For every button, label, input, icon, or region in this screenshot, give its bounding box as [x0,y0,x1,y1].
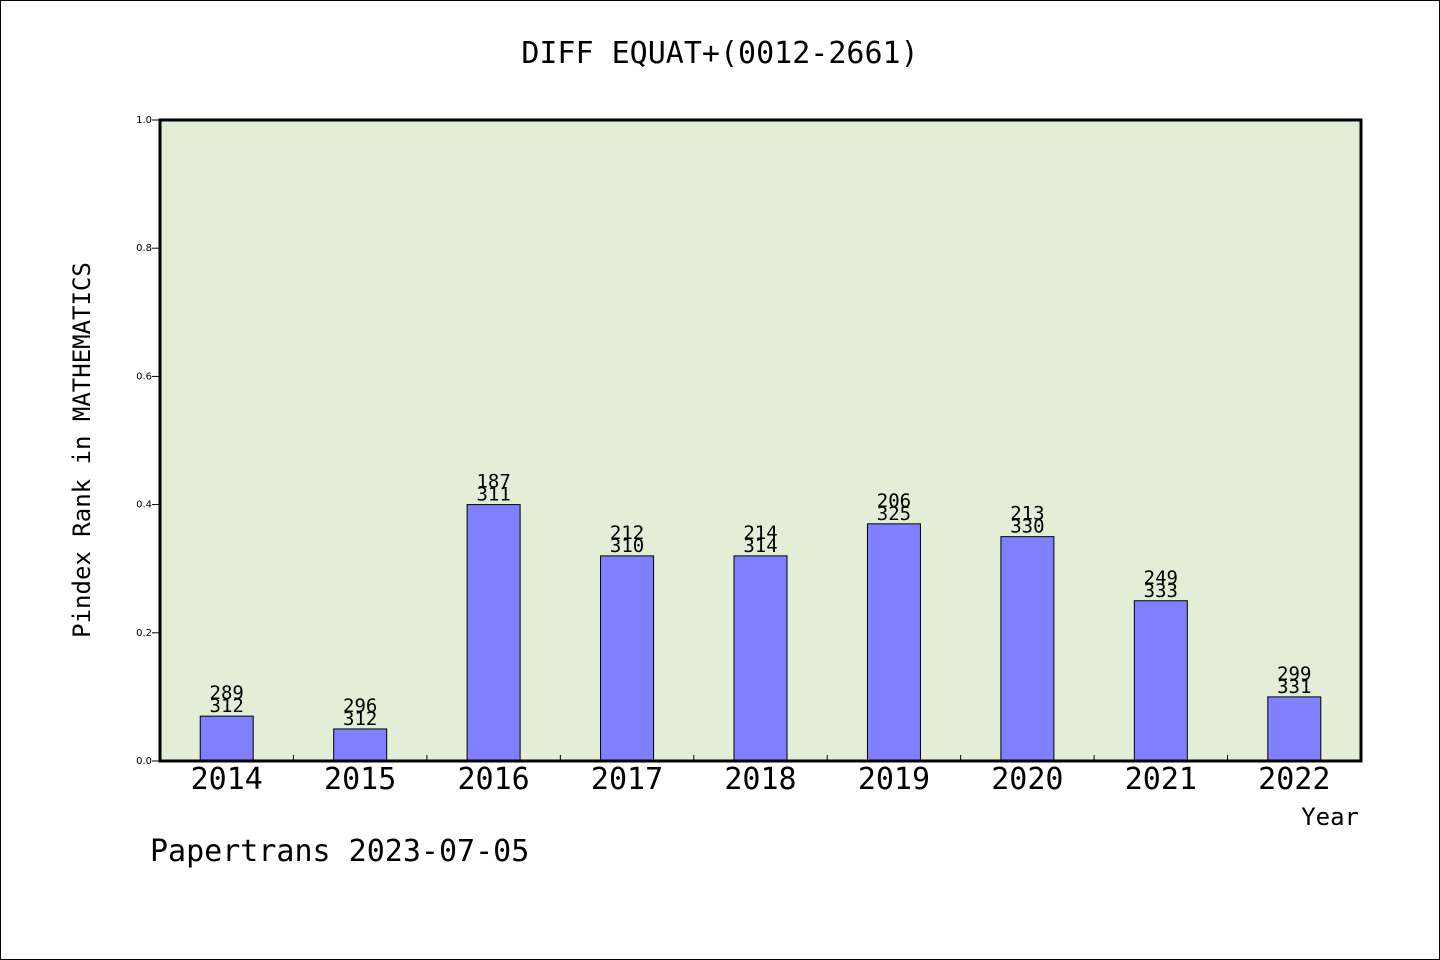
bar [1267,696,1322,762]
data-label-top: 206 [877,490,911,512]
x-tick-label: 2019 [858,762,930,797]
data-label-top: 249 [1144,567,1178,589]
data-label-top: 289 [210,682,244,704]
y-tick-label: 0.8 [136,243,152,254]
data-label-bottom: 325 [877,503,911,525]
bar [1133,600,1188,762]
data-label-top: 187 [476,471,510,493]
chart-title: DIFF EQUAT+(0012-2661) [521,36,919,71]
x-tick-label: 2015 [324,762,396,797]
bar [866,523,921,762]
x-tick-label: 2014 [191,762,263,797]
bar [199,715,254,762]
data-label-bottom: 310 [610,535,644,557]
plot-border [158,118,1363,763]
x-tick-label: 2021 [1125,762,1197,797]
bar [600,555,655,762]
y-axis-label: Pindex Rank in MATHEMATICS [68,262,96,638]
data-label-bottom: 312 [343,708,377,730]
x-tick-label: 2022 [1258,762,1330,797]
y-tick-label: 0.0 [136,756,152,767]
y-tick-label: 0.6 [136,371,152,382]
data-label-top: 214 [743,522,777,544]
y-tick-label: 1.0 [136,115,152,126]
data-label-bottom: 331 [1277,676,1311,698]
data-label-top: 296 [343,695,377,717]
bar [733,555,788,762]
y-tick-label: 0.4 [136,500,152,511]
data-label-top: 213 [1010,503,1044,525]
data-label-top: 299 [1277,663,1311,685]
bar [466,504,521,762]
y-tick-label: 0.2 [136,628,152,639]
x-tick-label: 2018 [724,762,796,797]
data-label-bottom: 311 [476,484,510,506]
bar [1000,536,1055,762]
footer-stamp: Papertrans 2023-07-05 [150,834,530,869]
data-label-bottom: 312 [210,695,244,717]
x-axis-label: Year [1301,803,1359,831]
data-label-bottom: 333 [1144,580,1178,602]
x-tick-label: 2017 [591,762,663,797]
data-label-top: 212 [610,522,644,544]
data-label-bottom: 314 [743,535,777,557]
x-tick-label: 2016 [457,762,529,797]
x-tick-label: 2020 [991,762,1063,797]
data-label-bottom: 330 [1010,516,1044,538]
bar [333,728,388,762]
